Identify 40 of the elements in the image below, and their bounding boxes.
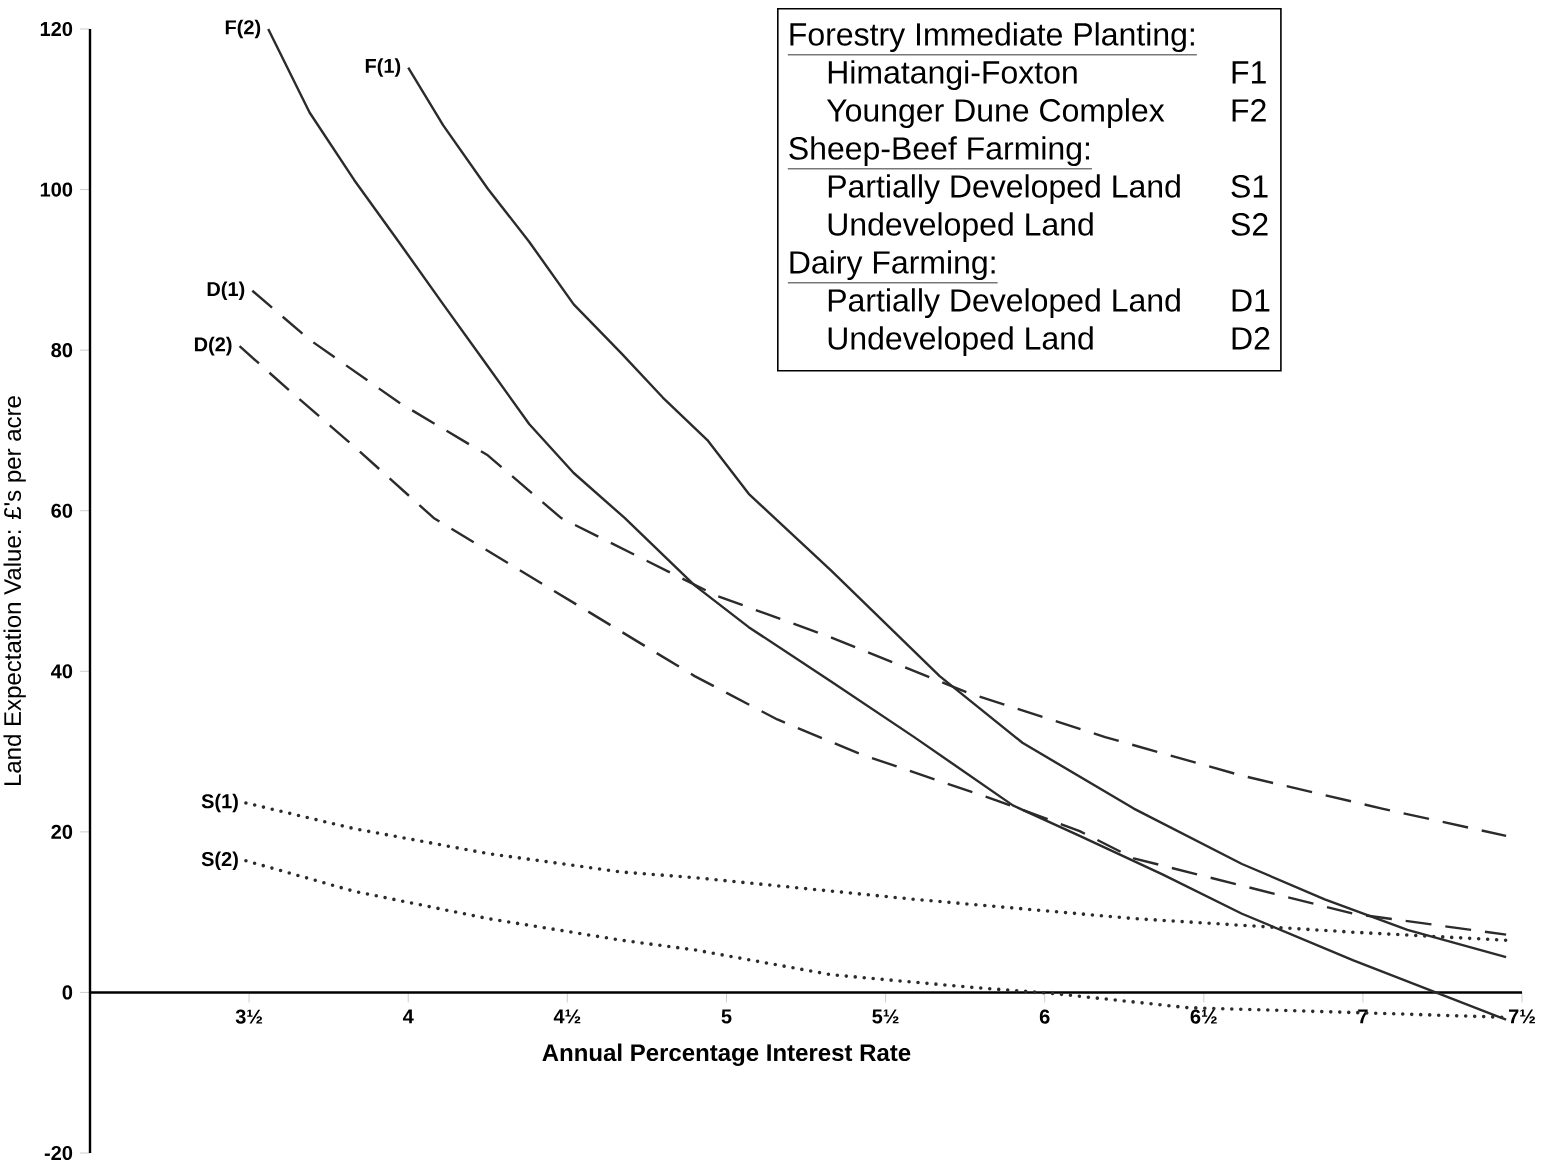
- annotation: F1: [1232, 61, 1266, 84]
- x-tick-label: 5: [721, 1009, 732, 1024]
- x-tick-label: 3½: [235, 1009, 263, 1024]
- y-tick-label: 0: [62, 985, 73, 1000]
- series-label: F(1): [365, 58, 401, 77]
- x-tick-label: 7: [1358, 1009, 1368, 1024]
- y-tick-label: 40: [51, 664, 73, 679]
- x-tick-label: 6½: [1190, 1009, 1217, 1024]
- y-tick-label: 100: [40, 182, 73, 197]
- annotation: S2: [1231, 213, 1268, 236]
- x-axis-title: Annual Percentage Interest Rate: [542, 1043, 911, 1066]
- annotation: Undeveloped Land: [828, 326, 1093, 357]
- series-label: F(2): [225, 19, 261, 39]
- y-tick-label: 80: [51, 343, 73, 358]
- y-tick-label: 60: [51, 503, 73, 518]
- x-tick-label: 4½: [553, 1009, 581, 1024]
- annotation: Forestry Immediate Planting:: [790, 22, 1194, 53]
- annotation: Himatangi-Foxton: [828, 60, 1077, 91]
- series-label: S(2): [201, 851, 238, 871]
- y-tick-label: 20: [51, 824, 73, 839]
- y-axis-title: Land Expectation Value: £'s per acre: [3, 396, 26, 785]
- series-label: D(2): [194, 336, 232, 356]
- x-tick-label: 6: [1039, 1009, 1050, 1024]
- annotation: Partially Developed Land: [828, 288, 1180, 319]
- annotation: F2: [1232, 99, 1266, 122]
- y-tick-label: 120: [40, 21, 73, 37]
- annotation: D2: [1232, 327, 1270, 350]
- series-label: D(1): [207, 281, 245, 301]
- annotation: Dairy Farming:: [790, 250, 995, 281]
- annotation: Undeveloped Land: [828, 212, 1093, 243]
- x-tick-label: 5½: [872, 1009, 899, 1024]
- x-tick-label: 7½: [1508, 1009, 1535, 1024]
- annotation: S1: [1231, 175, 1268, 198]
- series-label: S(1): [201, 793, 238, 813]
- annotation: Younger Dune Complex: [826, 98, 1165, 129]
- x-tick-label: 4: [402, 1009, 414, 1024]
- annotation: Sheep-Beef Farming:: [789, 136, 1089, 167]
- annotation: D1: [1232, 289, 1270, 312]
- y-tick-label: -20: [44, 1145, 73, 1161]
- annotation: Partially Developed Land: [828, 174, 1180, 205]
